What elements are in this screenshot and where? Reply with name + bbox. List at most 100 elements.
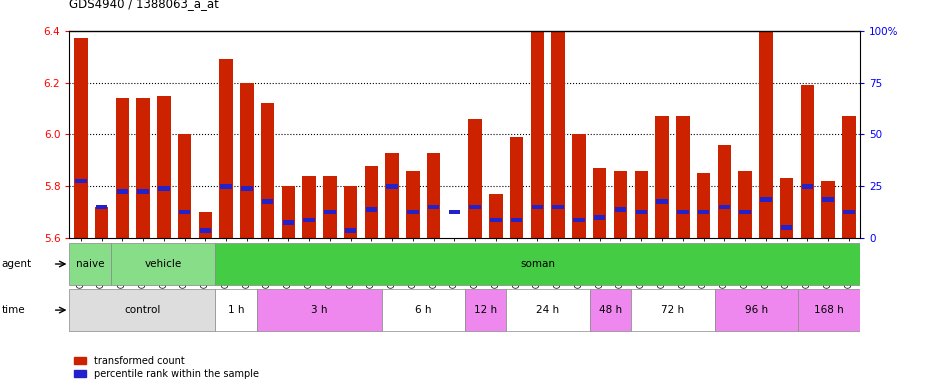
Text: 24 h: 24 h <box>536 305 560 315</box>
Bar <box>615 207 626 212</box>
Bar <box>802 184 813 189</box>
Bar <box>781 225 793 230</box>
FancyBboxPatch shape <box>631 289 714 331</box>
Bar <box>303 218 315 222</box>
Bar <box>75 179 87 184</box>
Bar <box>448 238 462 259</box>
FancyBboxPatch shape <box>797 289 860 331</box>
Bar <box>158 187 169 191</box>
Bar <box>697 210 709 215</box>
Bar <box>281 186 295 238</box>
Bar <box>323 176 337 238</box>
Text: 48 h: 48 h <box>598 305 622 315</box>
Bar <box>387 184 398 189</box>
Bar <box>116 98 130 238</box>
Bar <box>427 152 440 238</box>
Bar <box>511 218 523 222</box>
Bar <box>676 116 689 238</box>
Text: agent: agent <box>2 259 32 269</box>
Bar <box>552 205 564 209</box>
FancyBboxPatch shape <box>257 289 381 331</box>
Text: 6 h: 6 h <box>415 305 431 315</box>
Bar <box>96 205 107 209</box>
Bar <box>719 205 730 209</box>
Bar <box>573 134 586 238</box>
Bar <box>137 189 149 194</box>
Bar <box>470 205 481 209</box>
Bar <box>697 173 710 238</box>
Bar <box>593 168 607 238</box>
FancyBboxPatch shape <box>215 289 257 331</box>
Bar <box>510 137 524 238</box>
FancyBboxPatch shape <box>69 289 215 331</box>
Bar <box>677 210 688 215</box>
Bar <box>179 210 191 215</box>
Bar <box>219 59 233 238</box>
FancyBboxPatch shape <box>69 243 111 285</box>
Text: 1 h: 1 h <box>228 305 244 315</box>
Bar <box>262 199 274 204</box>
Bar <box>74 38 88 238</box>
FancyBboxPatch shape <box>215 243 860 285</box>
Bar <box>739 210 751 215</box>
FancyBboxPatch shape <box>589 289 631 331</box>
Bar <box>468 119 482 238</box>
Bar <box>551 0 565 238</box>
Bar <box>220 184 232 189</box>
Bar <box>490 218 501 222</box>
Bar <box>364 166 378 238</box>
Bar <box>574 218 585 222</box>
Text: 12 h: 12 h <box>474 305 498 315</box>
Text: soman: soman <box>520 259 555 269</box>
FancyBboxPatch shape <box>381 289 464 331</box>
Bar <box>302 176 315 238</box>
Text: 72 h: 72 h <box>661 305 684 315</box>
Text: GDS4940 / 1388063_a_at: GDS4940 / 1388063_a_at <box>69 0 219 10</box>
Bar <box>241 187 253 191</box>
Bar <box>178 134 191 238</box>
Legend: transformed count, percentile rank within the sample: transformed count, percentile rank withi… <box>74 356 259 379</box>
Bar <box>345 228 356 233</box>
Text: 3 h: 3 h <box>311 305 327 315</box>
Bar <box>800 85 814 238</box>
Text: 168 h: 168 h <box>814 305 844 315</box>
Bar <box>614 171 627 238</box>
FancyBboxPatch shape <box>507 289 589 331</box>
Bar <box>738 171 752 238</box>
Bar <box>261 103 275 238</box>
Bar <box>324 210 336 215</box>
Bar <box>386 152 399 238</box>
Bar <box>656 199 668 204</box>
Bar <box>240 83 253 238</box>
Bar <box>406 171 420 238</box>
Text: 96 h: 96 h <box>745 305 768 315</box>
Bar <box>822 197 833 202</box>
Bar <box>283 220 294 225</box>
Bar <box>489 194 502 238</box>
Bar <box>843 210 855 215</box>
Bar <box>780 179 794 238</box>
Bar <box>449 210 460 215</box>
Bar <box>407 210 419 215</box>
Text: control: control <box>124 305 160 315</box>
Bar <box>200 228 211 233</box>
Bar <box>199 212 212 238</box>
FancyBboxPatch shape <box>714 289 797 331</box>
Bar <box>635 210 647 215</box>
Text: naive: naive <box>76 259 105 269</box>
Text: vehicle: vehicle <box>144 259 181 269</box>
Bar <box>760 197 771 202</box>
Bar <box>365 207 377 212</box>
FancyBboxPatch shape <box>464 289 507 331</box>
Bar <box>594 215 606 220</box>
Bar <box>117 189 128 194</box>
Bar <box>428 205 439 209</box>
Bar <box>136 98 150 238</box>
Bar <box>635 171 648 238</box>
Bar <box>344 186 357 238</box>
Bar <box>655 116 669 238</box>
Bar <box>842 116 856 238</box>
Text: time: time <box>2 305 26 315</box>
Bar <box>821 181 835 238</box>
Bar <box>718 145 731 238</box>
